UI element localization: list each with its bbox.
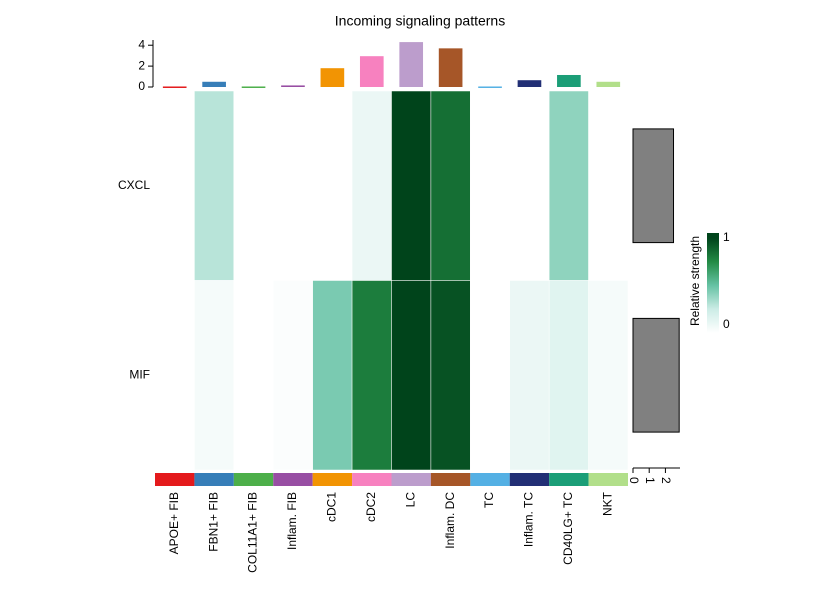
column-label: NKT [600, 491, 614, 516]
chart-title: Incoming signaling patterns [335, 13, 505, 29]
heatmap-cell [312, 90, 353, 281]
legend-gradient [707, 238, 719, 333]
top-bar [438, 48, 463, 87]
heatmap-cell [548, 280, 589, 471]
heatmap-cell [548, 90, 589, 281]
top-bar [359, 56, 384, 87]
heatmap-cell [351, 90, 392, 281]
legend-tick-label: 0 [723, 317, 730, 331]
column-color [391, 473, 431, 486]
column-label: cDC1 [325, 492, 339, 522]
right-bar [632, 317, 680, 433]
column-color [470, 473, 510, 486]
heatmap-cell [233, 280, 274, 471]
right-tick-label: 0 [627, 477, 641, 484]
right-tick-label: 2 [659, 477, 673, 484]
column-label: APOE+ FIB [167, 492, 181, 554]
heatmap-cell [509, 280, 550, 471]
column-color [155, 473, 195, 486]
heatmap-cell [391, 90, 432, 281]
heatmap-cell [470, 90, 511, 281]
row-label: CXCL [118, 178, 150, 192]
column-label: Inflam. DC [443, 492, 457, 549]
legend-gradient-top [707, 233, 719, 238]
top-tick-label: 4 [138, 37, 145, 51]
column-label: LC [403, 492, 417, 508]
top-bar [557, 74, 581, 87]
heatmap-cell [154, 90, 195, 281]
heatmap-cell [194, 90, 235, 281]
column-label: TC [482, 492, 496, 508]
legend-title: Relative strength [688, 236, 702, 326]
column-color [233, 473, 274, 486]
column-label: CD40LG+ TC [561, 492, 575, 565]
top-bar [517, 80, 542, 87]
top-tick-label: 0 [138, 79, 145, 93]
column-label: FBN1+ FIB [206, 492, 220, 552]
heatmap-cell [430, 90, 471, 281]
heatmap-cell [273, 90, 313, 281]
top-bar [399, 42, 424, 87]
heatmap-cell [194, 280, 235, 471]
top-bar [162, 86, 187, 88]
heatmap-cell [351, 280, 392, 471]
heatmap-cell [273, 280, 313, 471]
right-tick-label: 1 [643, 477, 657, 484]
top-bar [320, 68, 345, 87]
row-label: MIF [129, 367, 150, 381]
column-color [194, 473, 234, 486]
heatmap-cell [391, 280, 432, 471]
heatmap-cell [154, 280, 195, 471]
legend-tick-label: 1 [723, 230, 730, 244]
column-label: Inflam. TC [522, 492, 536, 547]
top-bar [241, 86, 266, 88]
heatmap-cell [233, 90, 274, 281]
top-bar [281, 85, 305, 87]
column-color [549, 473, 589, 486]
heatmap-cell [430, 280, 471, 471]
column-label: Inflam. FIB [285, 492, 299, 550]
column-color [430, 473, 471, 486]
heatmap-cell [470, 280, 511, 471]
column-label: COL11A1+ FIB [246, 492, 260, 573]
column-color [509, 473, 550, 486]
column-color [312, 473, 353, 486]
column-color [273, 473, 313, 486]
right-bar [632, 128, 675, 244]
column-color [352, 473, 392, 486]
top-bar [596, 81, 621, 87]
heatmap-cell [312, 280, 353, 471]
column-color [588, 473, 628, 486]
column-label: cDC2 [364, 492, 378, 522]
top-tick-label: 2 [138, 58, 145, 72]
heatmap-cell [588, 90, 629, 281]
top-bar [202, 81, 226, 87]
heatmap-cell [588, 280, 629, 471]
heatmap-cell [509, 90, 550, 281]
top-bar [478, 86, 502, 88]
